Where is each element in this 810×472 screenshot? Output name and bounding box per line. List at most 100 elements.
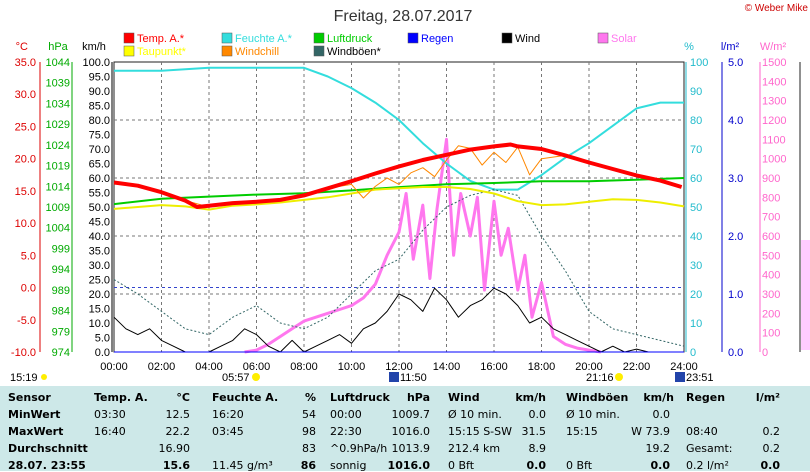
legend-label: Regen: [421, 33, 453, 45]
stat-cell: 22.2: [165, 425, 191, 438]
legend-swatch: [501, 32, 513, 44]
series-solar-line: [244, 137, 602, 354]
stat-cell: 0.0: [528, 408, 547, 421]
moon-icon: [675, 372, 685, 382]
stat-cell: km/h: [515, 391, 546, 404]
y-tick-label-temp: 10.0: [15, 218, 36, 230]
stat-cell: 00:00: [330, 408, 362, 421]
y-tick-label-solar: 400: [762, 270, 780, 282]
unit-solar: W/m²: [760, 41, 787, 53]
chart-title: Freitag, 28.07.2017: [334, 8, 473, 25]
y-tick-label-solar: 1300: [762, 96, 786, 108]
legend-label: Windböen*: [327, 46, 382, 58]
y-tick-label-solar: 1100: [762, 134, 786, 146]
x-tick-label: 02:00: [148, 361, 176, 373]
y-tick-label-wind: 90.0: [89, 86, 110, 98]
legend-label: Luftdruck: [327, 33, 373, 45]
y-tick-label-temp: 0.0: [21, 283, 36, 295]
x-tick-label: 12:00: [385, 361, 413, 373]
stat-cell: 15.6: [162, 459, 190, 472]
legend-label: Wind: [515, 33, 540, 45]
y-tick-label-solar: 200: [762, 308, 780, 320]
y-tick-label-wind: 40.0: [89, 231, 110, 243]
legend-swatch: [221, 45, 233, 57]
y-tick-label-wind: 75.0: [89, 130, 110, 142]
y-tick-label-rain: 0.0: [728, 347, 743, 359]
right-sun-icon: [41, 374, 47, 380]
stat-cell: 1009.7: [391, 408, 431, 421]
x-tick-label: 06:00: [243, 361, 271, 373]
x-tick-label: 24:00: [670, 361, 698, 373]
time-sunrise: 05:57: [222, 372, 250, 384]
stat-cell: 22:30: [330, 425, 362, 438]
stat-cell: %: [304, 391, 316, 404]
legend-swatch: [123, 32, 135, 44]
stat-cell: 0.2: [762, 442, 781, 455]
stat-cell: 0.0: [650, 459, 671, 472]
stat-cell: 0 Bft: [448, 459, 475, 472]
y-tick-label-temp: -5.0: [17, 315, 36, 327]
stat-cell: 0.2: [762, 425, 781, 438]
y-tick-label-hum: 0: [690, 347, 696, 359]
x-tick-label: 10:00: [338, 361, 366, 373]
stat-cell: 0.0: [652, 408, 671, 421]
y-tick-label-press: 974: [52, 347, 70, 359]
y-tick-label-wind: 45.0: [89, 217, 110, 229]
y-tick-label-solar: 1200: [762, 115, 786, 127]
x-tick-label: 20:00: [575, 361, 603, 373]
series-windb-en-line: [113, 189, 685, 347]
y-tick-label-wind: 55.0: [89, 188, 110, 200]
stat-cell: 16:20: [212, 408, 244, 421]
noon-icon: [389, 372, 399, 382]
stat-cell: 12.5: [165, 408, 191, 421]
y-tick-label-hum: 20: [690, 289, 702, 301]
series-temp-a-line: [113, 142, 683, 209]
stat-cell: 03:45: [212, 425, 244, 438]
stat-cell: 212.4 km: [448, 442, 501, 455]
legend-label: Taupunkt*: [137, 46, 187, 58]
y-tick-label-wind: 35.0: [89, 246, 110, 258]
x-tick-label: 08:00: [290, 361, 318, 373]
stat-cell: 16:40: [94, 425, 126, 438]
unit-press: hPa: [48, 41, 68, 53]
y-tick-label-hum: 60: [690, 173, 702, 185]
y-tick-label-wind: 85.0: [89, 101, 110, 113]
y-tick-label-hum: 10: [690, 318, 702, 330]
y-tick-label-wind: 5.0: [95, 333, 110, 345]
unit-rain: l/m²: [721, 41, 740, 53]
y-tick-label-press: 1039: [46, 78, 70, 90]
stat-cell: 0.0: [526, 459, 547, 472]
stat-cell: 98: [302, 425, 316, 438]
y-tick-label-hum: 80: [690, 115, 702, 127]
legend-label: Windchill: [235, 46, 279, 58]
y-tick-label-press: 1014: [46, 181, 70, 193]
stat-cell: Ø 10 min.: [448, 408, 502, 421]
legend-swatch: [123, 45, 135, 57]
stat-cell: 0.2 l/m²: [686, 459, 729, 472]
stat-cell: ^0.9hPa/h: [330, 442, 388, 455]
y-tick-label-wind: 20.0: [89, 289, 110, 301]
stat-cell: Feuchte A.: [212, 391, 279, 404]
stat-cell: Sensor: [8, 391, 51, 404]
series-taupunkt-line: [113, 186, 685, 211]
stat-cell: 1016.0: [391, 425, 431, 438]
y-tick-label-hum: 70: [690, 144, 702, 156]
y-tick-label-wind: 10.0: [89, 318, 110, 330]
stat-cell: 8.9: [528, 442, 547, 455]
stat-cell: MaxWert: [8, 425, 64, 438]
stat-cell: °C: [176, 391, 190, 404]
y-tick-label-rain: 4.0: [728, 115, 743, 127]
y-tick-label-press: 994: [52, 264, 70, 276]
axes: 35.0 30.0 25.0 20.0 15.0 10.0 5.0 0.0 -5.0 -10.0 1…: [11, 57, 787, 373]
y-tick-label-wind: 70.0: [89, 144, 110, 156]
statistics-table: Sensor Temp. A. °C Feuchte A.% Luftdruck hPa W…: [0, 386, 810, 472]
legend-swatch: [313, 45, 325, 57]
y-tick-label-press: 979: [52, 326, 70, 338]
y-tick-label-temp: 35.0: [15, 57, 36, 69]
stat-cell: 54: [302, 408, 316, 421]
legend-swatch: [313, 32, 325, 44]
time-sunset: 21:16: [586, 372, 614, 384]
y-tick-label-solar: 1000: [762, 154, 786, 166]
x-tick-label: 18:00: [528, 361, 556, 373]
